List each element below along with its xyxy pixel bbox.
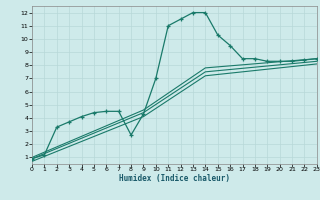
X-axis label: Humidex (Indice chaleur): Humidex (Indice chaleur): [119, 174, 230, 183]
